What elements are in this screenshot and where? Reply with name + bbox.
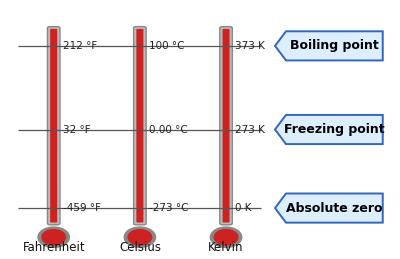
Circle shape xyxy=(124,227,156,247)
Text: 32 °F: 32 °F xyxy=(63,125,90,134)
Text: -273 °C: -273 °C xyxy=(149,203,188,213)
Text: 273 K: 273 K xyxy=(235,125,265,134)
Text: 0.00 °C: 0.00 °C xyxy=(149,125,188,134)
Polygon shape xyxy=(275,31,383,60)
Polygon shape xyxy=(275,193,383,223)
Text: Absolute zero: Absolute zero xyxy=(286,202,383,214)
FancyBboxPatch shape xyxy=(50,29,57,222)
Circle shape xyxy=(210,227,242,247)
FancyBboxPatch shape xyxy=(48,27,60,225)
Text: Fahrenheit: Fahrenheit xyxy=(22,241,85,254)
Text: Celsius: Celsius xyxy=(119,241,161,254)
Text: Boiling point: Boiling point xyxy=(290,39,379,52)
Circle shape xyxy=(38,227,69,247)
FancyBboxPatch shape xyxy=(136,29,144,222)
Text: Freezing point: Freezing point xyxy=(284,123,385,136)
Text: -459 °F: -459 °F xyxy=(63,203,101,213)
Text: 212 °F: 212 °F xyxy=(63,41,97,51)
Polygon shape xyxy=(275,115,383,144)
Circle shape xyxy=(214,230,238,245)
Text: Kelvin: Kelvin xyxy=(208,241,244,254)
Text: 0 K: 0 K xyxy=(235,203,252,213)
Circle shape xyxy=(42,230,66,245)
Text: 100 °C: 100 °C xyxy=(149,41,184,51)
Text: 373 K: 373 K xyxy=(235,41,265,51)
FancyBboxPatch shape xyxy=(134,27,146,225)
Circle shape xyxy=(128,230,152,245)
FancyBboxPatch shape xyxy=(222,29,230,222)
FancyBboxPatch shape xyxy=(220,27,232,225)
